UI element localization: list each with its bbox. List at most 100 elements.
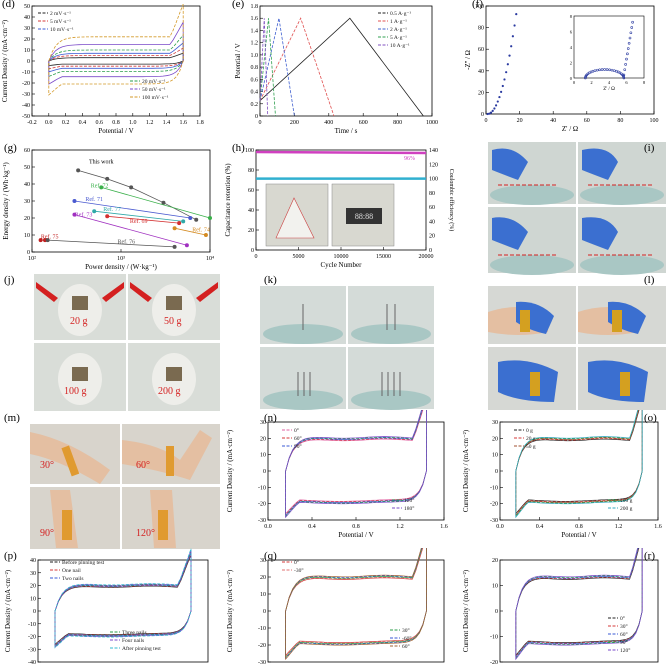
ragone-point [203,233,208,237]
panel-label-f: (f) [472,0,483,10]
x-tick-label: 1.6 [654,524,662,530]
x-tick-label: 0.6 [95,120,103,126]
y-tick-label: 0 [495,609,498,615]
ragone-point [38,238,43,243]
panel-label-q: (q) [264,550,277,562]
inset-point [623,68,627,71]
y-tick-label: 1.0 [251,53,259,59]
gcd-curve-0 [259,17,424,117]
legend-r-bottom-label: 30° [620,623,628,630]
retention-annotation: 96% [404,156,415,162]
plot-frame [31,149,211,253]
nyquist-point [515,13,518,16]
y-tick-label: 60 [478,47,484,53]
y-tick-label: 10 [492,584,498,590]
y-tick-label: 30 [30,571,36,577]
ragone-point [172,244,177,249]
panel-m: (m) 30° 60° 90° 120° [0,410,222,550]
nyquist-point [498,95,501,99]
weight-tag-20g: 20 g [70,316,88,327]
ragone-line-2 [74,200,191,219]
ragone-point [188,216,193,220]
photo-grid-j [34,274,220,411]
photo-grid-l [488,286,666,410]
y-axis-label: Current Density / (mA·cm⁻²) [462,569,470,652]
inset-device-shape [275,197,315,239]
y-tick-label: 10 [24,233,30,239]
legend-o-top-label: 0 g [526,428,533,434]
y-tick-label: 40 [30,558,36,564]
nyquist-point [500,90,503,93]
x-axis-label: Z' / Ω [562,125,578,133]
nyquist-point [488,112,491,115]
nyquist-point [505,71,508,74]
nyquist-point [511,35,514,38]
y-tick-label: 40 [248,208,254,214]
legend-d-bottom-label: 50 mV·s⁻¹ [142,87,166,93]
ragone-line-6 [174,227,206,236]
y-tick-label: 0 [251,248,254,254]
y-axis-label: Current Density / (mA·cm⁻²) [226,429,234,512]
inset-x-tick: 6 [625,80,628,85]
legend-r-bottom-label: 60° [620,631,628,638]
ragone-line-1 [101,187,211,219]
panel-d: -50 -40 -30 -20 -10 0 10 20 30 40 50 -0.2 0.0 0.2 0.4 0… [0,0,210,140]
y-tick-label: -20 [490,660,498,666]
x-axis-label: Power density / (W·kg⁻¹) [85,263,157,271]
y2-tick-label: 0 [429,248,432,254]
y-tick-label: 0 [33,609,36,615]
legend-p-top-label: Two nails [62,576,83,582]
cv-curve-r-4 [515,548,643,661]
y-tick-label: 0.8 [251,65,259,71]
inset-point [603,68,606,71]
x-tick-label: 600 [359,120,368,126]
inset-point [600,68,604,71]
inset-point [610,68,614,72]
y2-axis-label: Coulombic efficiency (%) [448,169,455,232]
y-tick-label: 100 [475,4,484,10]
x-axis-label: Potential / V [338,531,373,539]
nyquist-point [501,84,504,88]
y-tick-label: 20 [260,575,266,581]
x-tick-label: 20 [517,118,523,124]
legend-d-top-label: 2 mV·s⁻¹ [50,11,71,17]
y2-tick-label: 60 [429,205,435,211]
x-tick-label: 400 [324,120,333,126]
y-tick-label: 1.8 [251,4,259,10]
inset-point [625,57,628,61]
panel-e: 0 0.2 0.4 0.6 0.8 1.0 1.2 1.4 1.6 1.8 0 200 400 600 80… [222,0,442,140]
legend-o-top-label: 50 g [526,444,536,450]
panel-label-j: (j) [4,274,15,286]
x-tick-label: 0.0 [264,524,272,530]
ragone-line-8 [47,239,175,248]
legend-e-label: 10 A·g⁻¹ [390,43,410,49]
y-tick-label: 0.2 [251,102,259,108]
legend-p-bottom-label: After pinning test [122,645,161,652]
ragone-point [105,176,110,181]
y-tick-label: 30 [24,199,30,205]
panel-h: 0 20 40 60 80 100 0 5000 10000 15000 20000 Cycle Nu… [222,140,458,275]
inset-x-tick: 0 [573,80,576,85]
x-tick-label: 0.4 [536,524,544,530]
inset-point [584,76,587,80]
y-tick-label: 20 [492,558,498,564]
y-tick-label: 40 [24,15,30,21]
y-tick-label: -30 [28,647,36,653]
y-tick-label: -30 [258,518,266,524]
nyquist-point [496,100,499,103]
inset-timer-digits: 88:88 [355,212,373,221]
legend-n-bottom-label: 120° [404,497,414,504]
legend-r-bottom-label: 90° [620,639,628,646]
panel-label-h: (h) [232,142,245,154]
legend-o-bottom-label: 100 g [620,498,633,504]
inset-point [598,68,601,72]
y-axis-label: Energy density / (Wh·kg⁻¹) [2,162,10,240]
inset-y-tick: 6 [570,30,573,35]
plot-frame [485,5,655,115]
ragone-point [72,212,77,217]
nyquist-point [494,104,498,107]
chart-g: 0 10 20 30 40 50 60 10² 10³ 10⁴ Power density / (W… [2,148,214,271]
inset-point [629,31,633,35]
cv-curve-o-4 [515,410,643,519]
x-tick-label: 1.4 [163,120,171,126]
